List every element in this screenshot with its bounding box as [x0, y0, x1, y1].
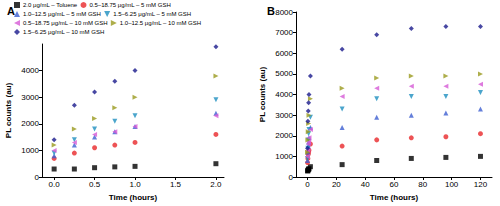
svg-text:0.5: 0.5	[89, 180, 101, 189]
svg-text:0: 0	[305, 180, 310, 189]
svg-text:A: A	[7, 5, 15, 17]
svg-text:4000: 4000	[21, 66, 39, 75]
svg-text:2.0: 2.0	[210, 180, 222, 189]
svg-text:0: 0	[289, 173, 294, 182]
svg-text:120: 120	[474, 180, 488, 189]
svg-text:0.5–18.75 μg/mL – 5 mM GSH: 0.5–18.75 μg/mL – 5 mM GSH	[89, 2, 170, 8]
svg-text:4000: 4000	[275, 90, 293, 99]
svg-text:3000: 3000	[21, 93, 39, 102]
svg-text:7000: 7000	[275, 28, 293, 37]
svg-text:1.0–12.5 μg/mL – 10 mM GSH: 1.0–12.5 μg/mL – 10 mM GSH	[120, 20, 201, 26]
svg-text:1000: 1000	[21, 146, 39, 155]
svg-text:PL counts (au): PL counts (au)	[4, 82, 13, 138]
svg-text:6000: 6000	[275, 49, 293, 58]
svg-text:80: 80	[418, 180, 427, 189]
svg-text:2.0 μg/mL – Toluene: 2.0 μg/mL – Toluene	[23, 2, 78, 8]
svg-text:3000: 3000	[275, 111, 293, 120]
svg-text:1.0: 1.0	[129, 180, 141, 189]
svg-text:40: 40	[361, 180, 370, 189]
svg-text:5000: 5000	[275, 69, 293, 78]
svg-text:100: 100	[445, 180, 459, 189]
svg-text:PL counts (au): PL counts (au)	[258, 66, 267, 122]
svg-text:0: 0	[35, 173, 40, 182]
svg-text:Time (hours): Time (hours)	[109, 193, 158, 202]
svg-text:2000: 2000	[21, 119, 39, 128]
svg-text:Time (hours): Time (hours)	[370, 193, 419, 202]
svg-text:2000: 2000	[275, 131, 293, 140]
svg-text:1000: 1000	[275, 152, 293, 161]
svg-text:1.5: 1.5	[170, 180, 182, 189]
svg-text:0.5–18.75 μg/mL – 10 mM GSH: 0.5–18.75 μg/mL – 10 mM GSH	[23, 20, 108, 26]
svg-text:60: 60	[390, 180, 399, 189]
svg-text:1.5–6.25 μg/mL – 10 mM GSH: 1.5–6.25 μg/mL – 10 mM GSH	[23, 29, 104, 35]
svg-text:1.5–6.25 μg/mL – 5 mM GSH: 1.5–6.25 μg/mL – 5 mM GSH	[113, 11, 191, 17]
svg-text:8000: 8000	[275, 8, 293, 17]
svg-text:20: 20	[332, 180, 341, 189]
svg-text:B: B	[267, 5, 275, 17]
svg-text:0.0: 0.0	[49, 180, 61, 189]
svg-text:1.0–12.5 μg/mL – 5 mM GSH: 1.0–12.5 μg/mL – 5 mM GSH	[23, 11, 101, 17]
